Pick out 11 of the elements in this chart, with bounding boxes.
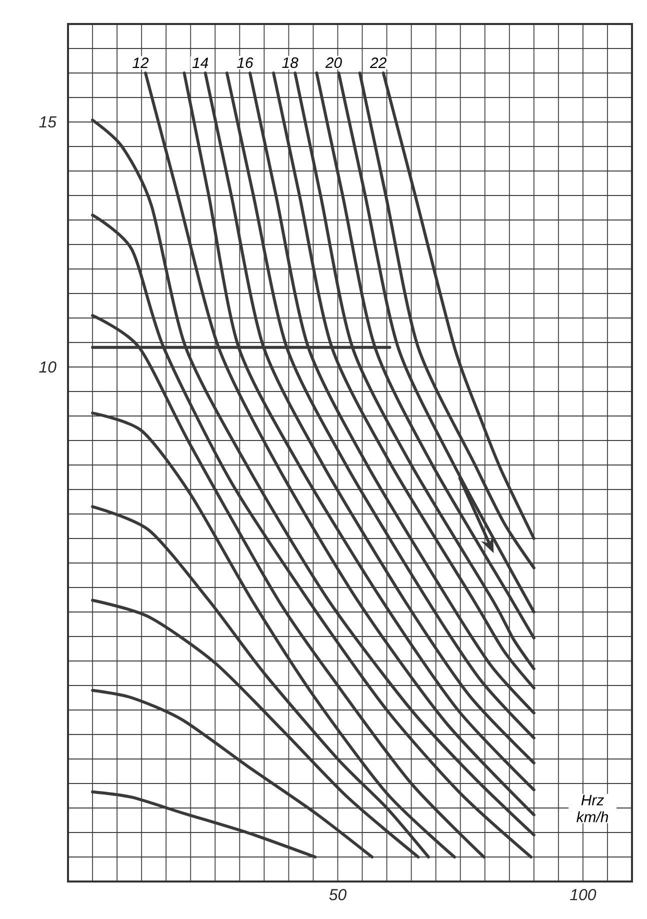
series-label: 18 (282, 57, 298, 68)
series-label: 16 (237, 57, 254, 68)
series-label: 20 (325, 57, 342, 68)
x-tick-label: 100 (570, 889, 596, 900)
x-tick-label: 50 (329, 889, 346, 900)
series-label: 12 (132, 58, 149, 68)
y-tick-label: 15 (39, 116, 57, 128)
x-axis-title: Hrz km/h (576, 794, 608, 822)
y-tick-label: 10 (39, 361, 56, 373)
series-label: 14 (192, 58, 208, 68)
series-label: 22 (370, 58, 386, 68)
